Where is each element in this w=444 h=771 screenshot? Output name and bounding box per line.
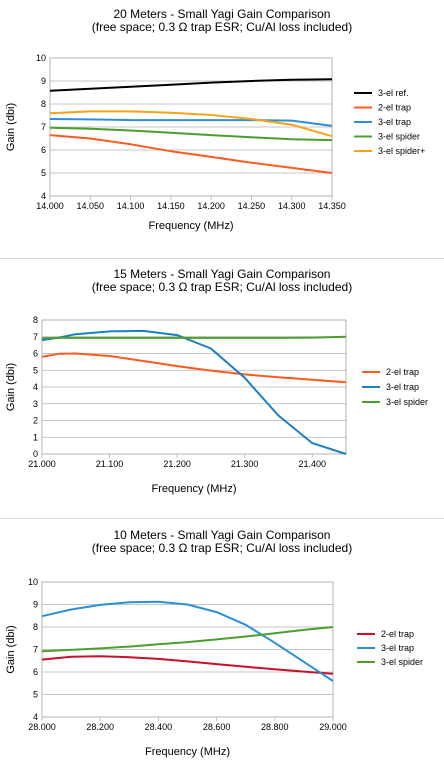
y-tick-label: 8 [33,315,38,325]
y-tick-label: 6 [41,145,46,155]
y-tick-label: 7 [33,645,38,655]
y-tick-label: 3 [33,399,38,409]
chart-10m: 10 Meters - Small Yagi Gain Comparison (f… [0,518,444,771]
y-tick-label: 5 [33,365,38,375]
y-tick-label: 0 [33,449,38,459]
x-axis-label: Frequency (MHz) [149,220,234,232]
series-line-3-el-spider [41,626,334,653]
x-tick-label: 29.000 [319,722,347,732]
legend-label: 2-el trap [378,103,411,113]
y-tick-label: 10 [28,577,38,587]
chart-10m-svg: 10 Meters - Small Yagi Gain Comparison(f… [5,528,423,758]
x-tick-label: 21.300 [231,459,259,469]
y-tick-label: 7 [33,332,38,342]
x-tick-label: 21.400 [298,459,326,469]
y-tick-label: 8 [33,622,38,632]
y-tick-label: 2 [33,416,38,426]
legend-label: 3-el trap [381,643,414,653]
y-axis-label: Gain (dbi) [5,625,17,673]
chart-subtitle: (free space; 0.3 Ω trap ESR; Cu/Al loss … [92,280,352,294]
x-tick-label: 14.350 [318,201,346,211]
y-axis-label: Gain (dbi) [5,103,17,151]
y-tick-label: 5 [41,168,46,178]
x-axis-label: Frequency (MHz) [145,746,230,758]
chart-title: 20 Meters - Small Yagi Gain Comparison [114,7,331,21]
series-line-3-el-trap [49,118,333,127]
series-line-3-el-spider- [49,110,333,138]
series-line-3-el-spider [49,126,333,142]
x-tick-label: 28.200 [86,722,114,732]
legend-label: 3-el spider [378,132,420,142]
x-axis-label: Frequency (MHz) [152,483,237,495]
chart-subtitle: (free space; 0.3 Ω trap ESR; Cu/Al loss … [92,541,352,555]
divider [0,258,444,259]
series-line-2-el-trap [41,352,347,384]
chart-20m-svg: 20 Meters - Small Yagi Gain Comparison(f… [5,7,425,232]
chart-title: 10 Meters - Small Yagi Gain Comparison [114,528,331,542]
y-tick-label: 5 [33,690,38,700]
legend-label: 3-el spider [381,657,423,667]
y-tick-label: 9 [41,76,46,86]
chart-subtitle: (free space; 0.3 Ω trap ESR; Cu/Al loss … [92,20,352,34]
chart-15m: 15 Meters - Small Yagi Gain Comparison (f… [0,258,444,518]
y-axis-label: Gain (dbi) [5,363,17,411]
y-tick-label: 1 [33,432,38,442]
series-line-2-el-trap [41,655,334,675]
legend-label: 2-el trap [381,629,414,639]
series-line-3-el-trap [41,600,334,682]
y-tick-label: 6 [33,667,38,677]
y-tick-label: 9 [33,600,38,610]
x-tick-label: 28.800 [261,722,289,732]
legend-label: 3-el spider+ [378,146,425,156]
chart-title: 15 Meters - Small Yagi Gain Comparison [114,267,331,281]
y-tick-label: 4 [41,191,46,201]
x-tick-label: 28.000 [28,722,56,732]
series-line-3-el-ref- [49,78,333,92]
chart-15m-svg: 15 Meters - Small Yagi Gain Comparison(f… [5,267,428,495]
chart-20m: 20 Meters - Small Yagi Gain Comparison (f… [0,0,444,258]
x-tick-label: 21.000 [28,459,56,469]
legend-label: 3-el ref. [378,88,409,98]
y-tick-label: 4 [33,382,38,392]
x-tick-label: 28.400 [145,722,173,732]
y-tick-label: 10 [36,53,46,63]
legend-label: 2-el trap [386,367,419,377]
x-tick-label: 28.600 [203,722,231,732]
y-tick-label: 8 [41,99,46,109]
y-tick-label: 7 [41,122,46,132]
x-tick-label: 14.000 [36,201,64,211]
x-tick-label: 14.050 [77,201,105,211]
x-tick-label: 14.300 [278,201,306,211]
series-line-2-el-trap [49,134,333,174]
x-tick-label: 21.200 [163,459,191,469]
x-tick-label: 14.250 [238,201,266,211]
series-line-3-el-trap [41,329,347,455]
x-tick-label: 21.100 [96,459,124,469]
x-tick-label: 14.200 [197,201,225,211]
y-tick-label: 4 [33,712,38,722]
legend-label: 3-el trap [378,117,411,127]
divider [0,518,444,519]
legend-label: 3-el spider [386,397,428,407]
legend-label: 3-el trap [386,382,419,392]
x-tick-label: 14.150 [157,201,185,211]
x-tick-label: 14.100 [117,201,145,211]
y-tick-label: 6 [33,349,38,359]
series-line-3-el-spider [41,335,347,340]
